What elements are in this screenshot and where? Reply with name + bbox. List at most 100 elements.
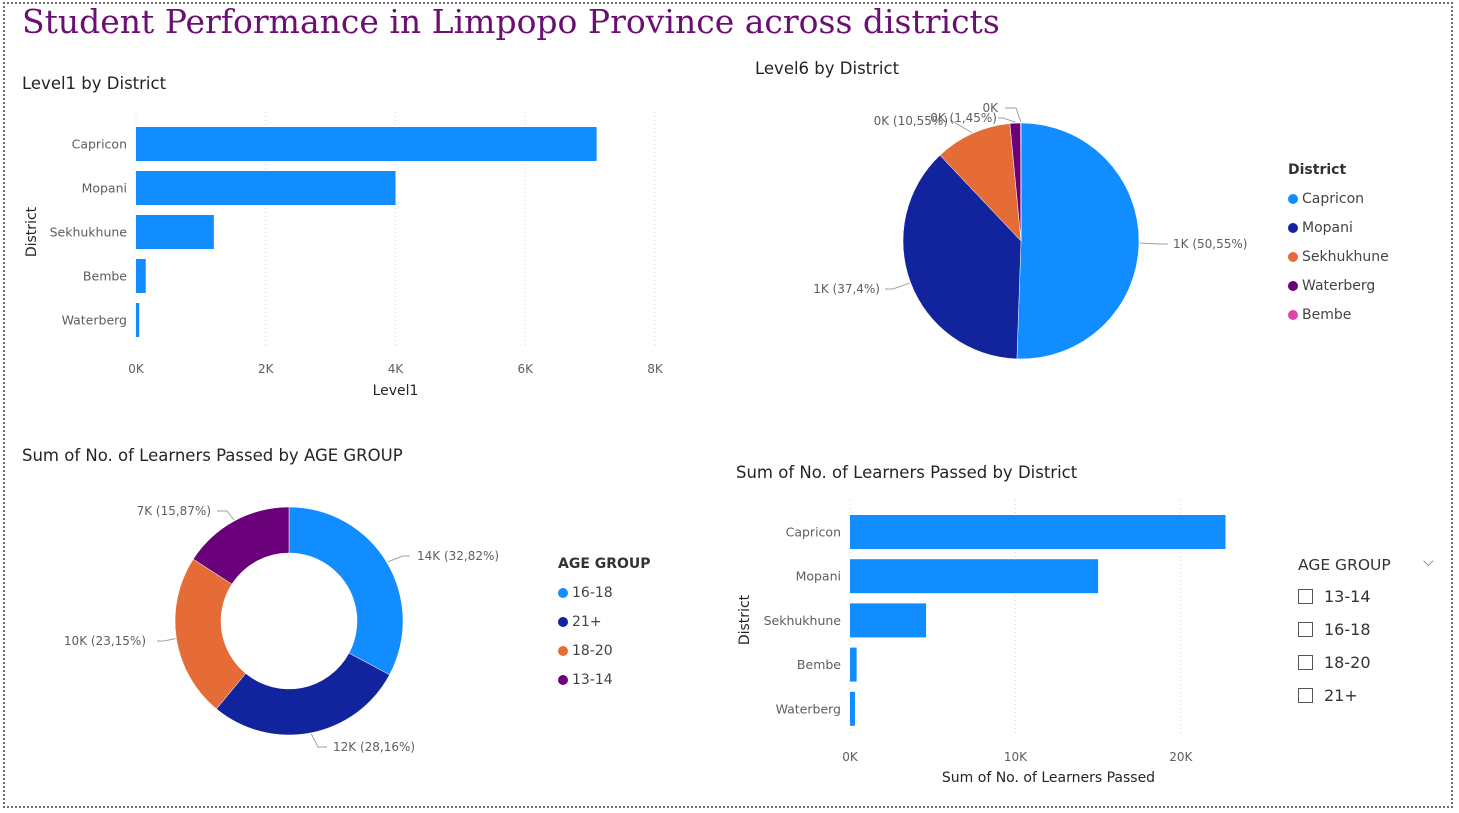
y-tick-label-waterberg: Waterberg <box>62 313 127 328</box>
age-legend-item-21[interactable]: 21+ <box>558 607 651 636</box>
leader-line-13-14 <box>217 510 235 521</box>
chevron-down-icon[interactable]: ⌵ <box>1423 554 1434 570</box>
data-label-mopani: 1K (37,4%) <box>813 282 880 296</box>
leader-line-waterberg <box>998 117 1016 123</box>
leader-line-sekhukhune <box>950 120 973 134</box>
bar-bembe[interactable] <box>136 259 146 293</box>
age-donut-chart-title: Sum of No. of Learners Passed by AGE GRO… <box>22 446 403 465</box>
legend-marker-icon <box>1288 193 1298 204</box>
bar-mopani[interactable] <box>850 559 1099 594</box>
legend-marker-icon <box>1288 222 1298 233</box>
level6-legend-item-capricon[interactable]: Capricon <box>1288 184 1389 213</box>
x-tick-label: 6K <box>517 362 534 376</box>
data-label-18-20: 10K (23,15%) <box>64 634 146 648</box>
legend-label: Capricon <box>1302 190 1365 207</box>
data-label-waterberg: 0K (1,45%) <box>930 111 997 125</box>
slice-21[interactable] <box>216 652 390 736</box>
legend-marker-icon <box>1288 251 1298 262</box>
slice-mopani[interactable] <box>902 154 1022 360</box>
slicer-title: AGE GROUP <box>1298 556 1391 574</box>
y-tick-label-bembe: Bembe <box>797 657 841 672</box>
bar-bembe[interactable] <box>850 647 857 682</box>
legend-label: Bembe <box>1302 306 1352 323</box>
slicer-options: 13-14 16-18 18-20 21+ <box>1298 580 1448 712</box>
leader-line-16-18 <box>387 555 410 563</box>
y-tick-label-capricon: Capricon <box>72 137 127 152</box>
leader-line-bembe <box>1005 107 1022 123</box>
bar-capricon[interactable] <box>136 127 597 161</box>
legend-marker-icon <box>558 587 568 598</box>
level6-legend-item-waterberg[interactable]: Waterberg <box>1288 271 1389 300</box>
slicer-option-16-18[interactable]: 16-18 <box>1298 613 1448 646</box>
legend-label: Mopani <box>1302 219 1353 236</box>
slicer-option-label: 16-18 <box>1324 620 1371 639</box>
legend-label: Waterberg <box>1302 277 1376 294</box>
legend-label: 18-20 <box>572 642 613 659</box>
leader-line-mopani <box>885 282 910 290</box>
bar-waterberg[interactable] <box>850 691 855 726</box>
y-tick-label-mopani: Mopani <box>796 569 841 584</box>
checkbox-icon[interactable] <box>1298 655 1313 670</box>
level6-legend-item-sekhukhune[interactable]: Sekhukhune <box>1288 242 1389 271</box>
page-title: Student Performance in Limpopo Province … <box>22 2 1000 41</box>
legend-marker-icon <box>558 616 568 627</box>
level6-legend-item-mopani[interactable]: Mopani <box>1288 213 1389 242</box>
legend-marker-icon <box>1288 280 1298 291</box>
x-axis-label: Level1 <box>373 383 419 399</box>
data-label-21: 12K (28,16%) <box>333 740 415 754</box>
data-label-16-18: 14K (32,82%) <box>417 549 499 563</box>
y-tick-label-mopani: Mopani <box>82 181 127 196</box>
checkbox-icon[interactable] <box>1298 622 1313 637</box>
bar-waterberg[interactable] <box>136 303 140 337</box>
slicer-option-21[interactable]: 21+ <box>1298 679 1448 712</box>
report-canvas-border <box>3 2 1453 808</box>
bar-sekhukhune[interactable] <box>850 603 927 638</box>
y-tick-label-sekhukhune: Sekhukhune <box>764 613 842 628</box>
bar-sekhukhune[interactable] <box>136 215 214 249</box>
y-axis-label: District <box>737 594 753 645</box>
slice-16-18[interactable] <box>288 506 404 676</box>
age-group-slicer[interactable]: AGE GROUP ⌵ 13-14 16-18 18-20 21+ <box>1298 554 1448 712</box>
legend-marker-icon <box>558 674 568 685</box>
y-tick-label-sekhukhune: Sekhukhune <box>50 225 128 240</box>
bar-capricon[interactable] <box>850 515 1226 549</box>
slicer-option-18-20[interactable]: 18-20 <box>1298 646 1448 679</box>
checkbox-icon[interactable] <box>1298 589 1313 604</box>
leader-line-capricon <box>1139 242 1168 245</box>
legend-label: Sekhukhune <box>1302 248 1389 265</box>
age-group-legend: AGE GROUP 16-18 21+ 18-20 13-14 <box>558 556 651 694</box>
slicer-option-13-14[interactable]: 13-14 <box>1298 580 1448 613</box>
level6-chart-title: Level6 by District <box>755 59 900 78</box>
legend-marker-icon <box>1288 309 1298 320</box>
level6-legend-title: District <box>1288 162 1347 178</box>
legend-label: 21+ <box>572 613 602 630</box>
level6-legend-item-bembe[interactable]: Bembe <box>1288 300 1389 329</box>
y-tick-label-waterberg: Waterberg <box>776 701 841 716</box>
x-tick-label: 0K <box>128 362 145 376</box>
x-tick-label: 10K <box>1004 750 1028 764</box>
bar-mopani[interactable] <box>136 171 396 205</box>
age-legend-item-18-20[interactable]: 18-20 <box>558 636 651 665</box>
level6-legend: District Capricon Mopani Sekhukhune Waterbe… <box>1288 162 1389 329</box>
x-tick-label: 0K <box>842 750 859 764</box>
slice-sekhukhune[interactable] <box>939 123 1022 242</box>
data-label-bembe: 0K <box>982 101 999 115</box>
learners-district-chart-title: Sum of No. of Learners Passed by Distric… <box>736 463 1078 482</box>
age-legend-title: AGE GROUP <box>558 556 651 572</box>
y-tick-label-capricon: Capricon <box>786 525 841 540</box>
checkbox-icon[interactable] <box>1298 688 1313 703</box>
y-axis-label: District <box>24 206 40 257</box>
x-axis-label: Sum of No. of Learners Passed <box>942 770 1155 786</box>
slice-capricon[interactable] <box>1016 122 1140 360</box>
data-label-sekhukhune: 0K (10,55%) <box>874 114 948 128</box>
leader-line-21 <box>310 733 327 748</box>
slicer-option-label: 21+ <box>1324 686 1358 705</box>
x-tick-label: 4K <box>388 362 405 376</box>
age-legend-item-13-14[interactable]: 13-14 <box>558 665 651 694</box>
slice-13-14[interactable] <box>192 506 290 585</box>
age-legend-item-16-18[interactable]: 16-18 <box>558 578 651 607</box>
